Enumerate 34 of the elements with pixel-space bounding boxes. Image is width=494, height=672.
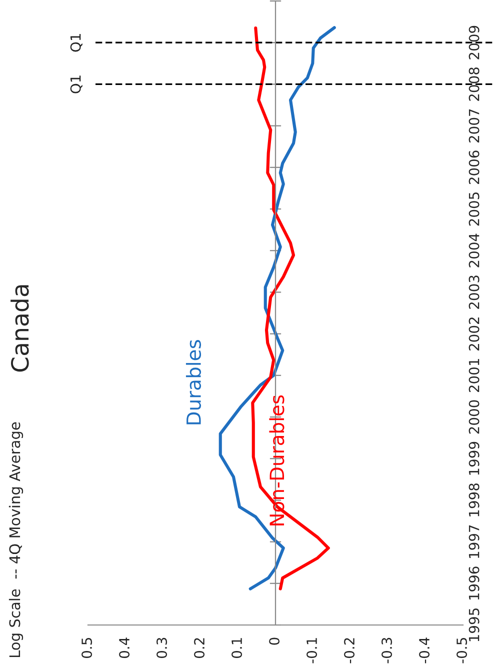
text: Durables — [186, 340, 202, 424]
x-tick-label: -0.1 — [306, 638, 318, 664]
y-tick-label: 2003 — [468, 276, 480, 309]
y-tick-label: 1997 — [468, 525, 480, 558]
text: Canada — [10, 285, 29, 372]
x-tick-label: 0.5 — [82, 638, 92, 658]
line-series — [251, 26, 330, 590]
y-tick-label: 2005 — [468, 192, 480, 226]
x-tick-label: -0.3 — [382, 638, 392, 664]
ref-line-label: Q1 — [70, 76, 82, 94]
y-tick-label: 2007 — [468, 109, 480, 142]
y-tick-label: 2000 — [468, 400, 480, 434]
x-tick-label: -0.4 — [419, 638, 430, 664]
text: Log Scale -- 4Q Moving Average — [8, 422, 24, 658]
x-tick-label: 0.3 — [156, 638, 168, 658]
ref-line-label: Q1 — [70, 34, 82, 52]
y-tick-label: 1996 — [468, 566, 480, 600]
y-tick-label: 1995 — [468, 608, 480, 642]
y-tick-label: 1999 — [468, 442, 480, 475]
y-tick-label: 2006 — [468, 150, 480, 184]
y-tick-label: 2009 — [468, 26, 480, 60]
y-tick-label: 2004 — [468, 234, 480, 268]
y-tick-label: 2008 — [468, 67, 480, 101]
y-tick-label: 2001 — [468, 359, 480, 392]
text: Non-Durables — [269, 395, 284, 526]
x-tick-label: 0.2 — [194, 638, 205, 658]
x-tick-label: 0.1 — [232, 638, 242, 658]
y-tick-label: 1998 — [468, 483, 480, 516]
x-tick-label: -0.5 — [456, 638, 468, 664]
y-tick-label: 2002 — [468, 318, 480, 350]
x-tick-label: -0.2 — [344, 638, 355, 664]
x-tick-label: 0.4 — [119, 638, 130, 658]
x-tick-label: 0 — [269, 638, 280, 645]
line-series — [218, 26, 336, 590]
